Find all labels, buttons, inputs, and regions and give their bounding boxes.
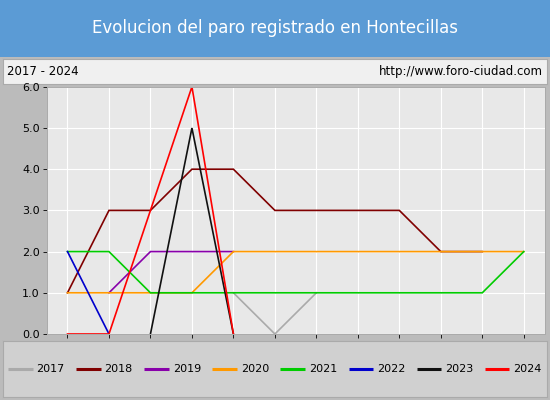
Text: 2024: 2024 — [513, 364, 541, 374]
Text: 2017 - 2024: 2017 - 2024 — [7, 65, 79, 78]
Text: 2020: 2020 — [241, 364, 269, 374]
Text: Evolucion del paro registrado en Hontecillas: Evolucion del paro registrado en Honteci… — [92, 19, 458, 37]
Text: 2021: 2021 — [309, 364, 337, 374]
Text: 2023: 2023 — [445, 364, 473, 374]
Text: 2019: 2019 — [173, 364, 201, 374]
Text: http://www.foro-ciudad.com: http://www.foro-ciudad.com — [379, 65, 543, 78]
Text: 2022: 2022 — [377, 364, 405, 374]
Text: 2018: 2018 — [104, 364, 133, 374]
Text: 2017: 2017 — [36, 364, 65, 374]
